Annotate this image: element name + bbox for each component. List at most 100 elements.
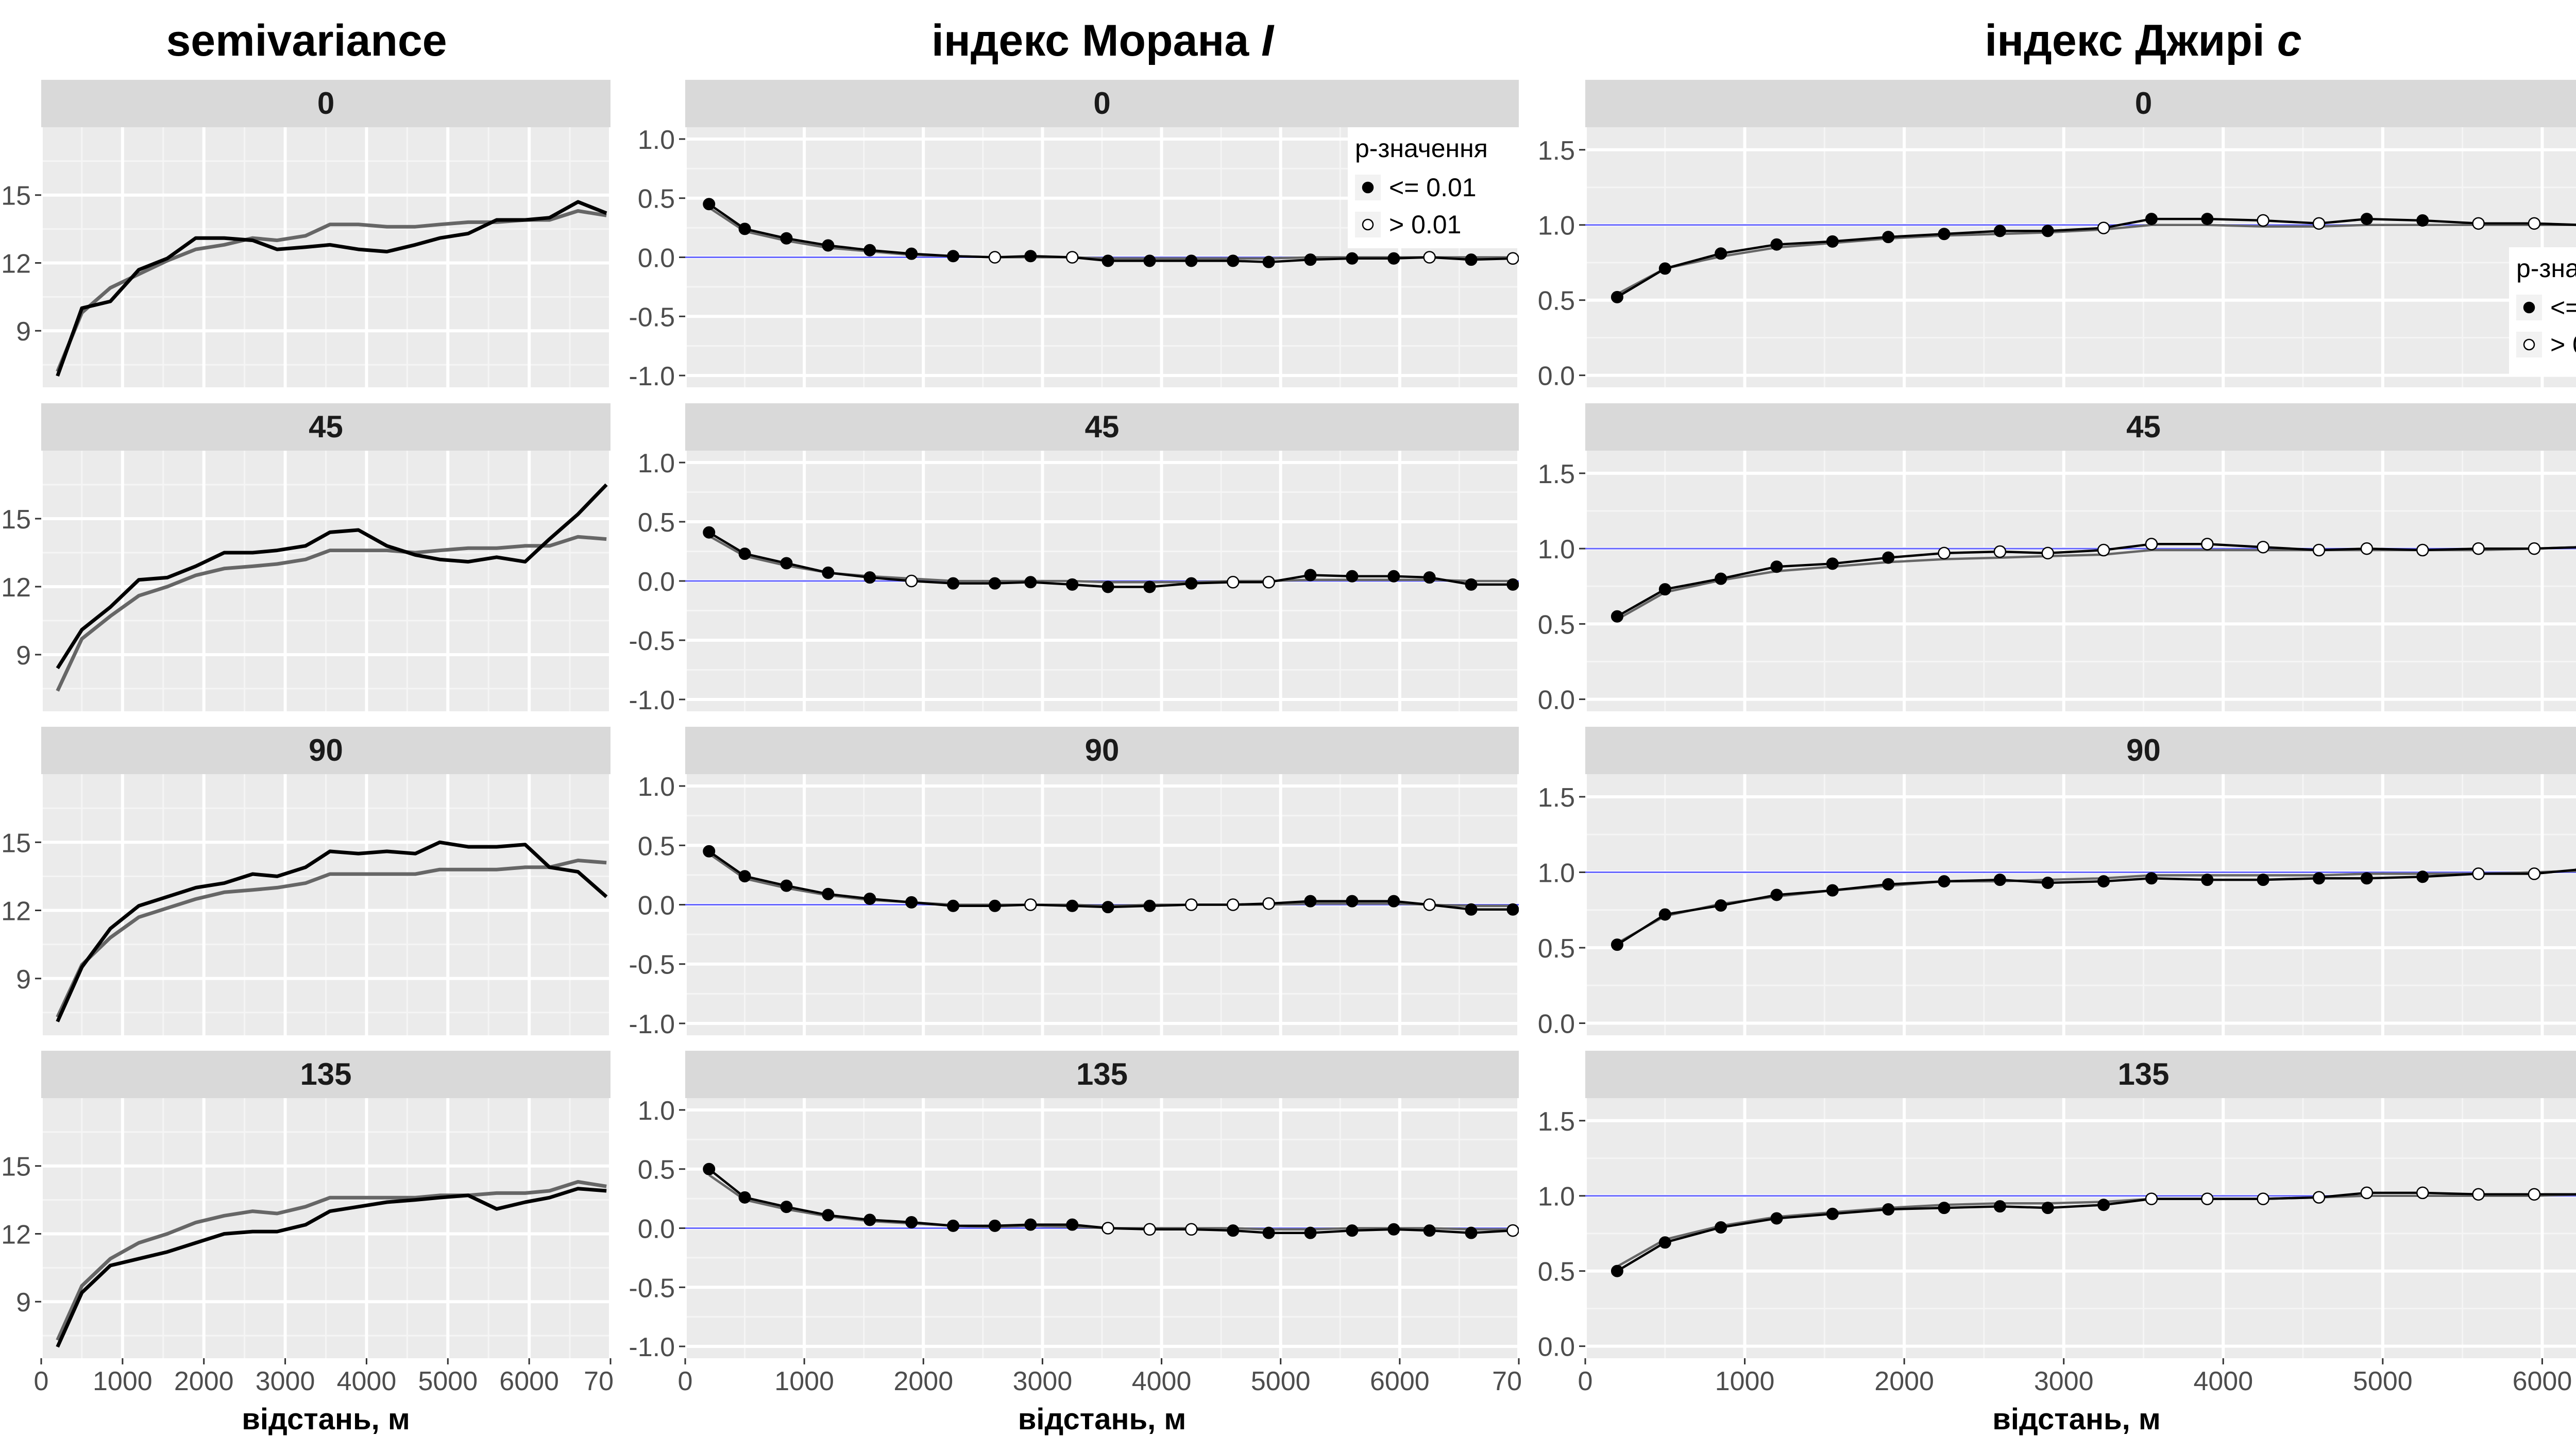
x-tick-label: 1000 (93, 1366, 152, 1396)
data-point-not-significant (2041, 546, 2055, 560)
data-point-not-significant (2472, 867, 2485, 880)
data-point-significant (2097, 1199, 2110, 1211)
facet-strip-label: 0 (2135, 86, 2152, 121)
series-line-black (56, 483, 608, 670)
y-tick-label: 15 (1, 1152, 31, 1182)
chart-title-text: semivariance (166, 16, 447, 65)
data-point-not-significant (2416, 1186, 2429, 1200)
data-point-significant (1882, 231, 1895, 244)
facet-strip-label: 45 (1085, 409, 1120, 444)
data-point-not-significant (1185, 898, 1198, 911)
data-point-significant (905, 1216, 918, 1229)
y-tick-label: 0.5 (1538, 286, 1575, 316)
data-point-significant (703, 526, 716, 539)
data-point-significant (2041, 877, 2054, 890)
facet-strip (1585, 1051, 2576, 1098)
data-point-significant (1101, 254, 1114, 267)
y-tick-label: 0.0 (1538, 362, 1575, 391)
y-tick-label: 0.5 (638, 184, 675, 214)
y-tick-label: 0.0 (638, 1215, 675, 1244)
x-tick-label: 2000 (174, 1366, 234, 1396)
x-axis-title: відстань, м (1992, 1403, 2161, 1436)
data-point-significant (2041, 225, 2054, 237)
y-tick-label: 0.0 (638, 567, 675, 597)
data-point-significant (1770, 238, 1783, 251)
data-point-significant (780, 232, 793, 245)
facet-strip (685, 1051, 1519, 1098)
facet-panel: 0 9 12 15 (1, 80, 611, 387)
facet-panel: 0 0.0 0.5 1.0 1.5 (1538, 80, 2576, 391)
data-point-significant (1938, 875, 1951, 888)
data-point-significant (1304, 253, 1317, 266)
chart-column-1: індекс Морана I0-1.0-0.50.00.51.045-1.0-… (629, 16, 1522, 1436)
data-point-significant (1304, 1226, 1317, 1239)
data-point-significant (1387, 1223, 1400, 1236)
data-point-significant (947, 1219, 960, 1232)
data-point-not-significant (1227, 898, 1240, 911)
y-tick-label: 12 (1, 573, 31, 603)
data-point-significant (863, 571, 876, 584)
data-point-significant (822, 887, 835, 900)
data-point-significant (1993, 874, 2006, 886)
data-point-significant (1262, 1226, 1275, 1239)
y-tick-label: 1.5 (1538, 136, 1575, 166)
plot-panel (1585, 1098, 2576, 1358)
data-point-not-significant (2528, 1188, 2541, 1201)
x-tick-label: 1000 (774, 1366, 834, 1396)
data-point-significant (1066, 1218, 1079, 1231)
data-point-not-significant (1185, 1223, 1198, 1236)
data-point-not-significant (2528, 217, 2541, 230)
plot-panel (1585, 127, 2576, 387)
y-tick-label: 0.0 (638, 891, 675, 921)
data-point-significant (1143, 899, 1156, 912)
data-point-significant (1465, 1226, 1478, 1239)
data-point-not-significant (2145, 538, 2158, 551)
data-point-significant (1611, 290, 1623, 303)
y-tick-label: 0.5 (638, 1155, 675, 1185)
facet-panel: 45 -1.0 -0.5 0.0 0.5 1.0 (629, 403, 1519, 715)
y-tick-label: 0.5 (638, 508, 675, 538)
data-point-significant (1611, 610, 1623, 623)
legend-title: p-значення (1355, 134, 1488, 163)
data-point-significant (1143, 580, 1156, 593)
data-point-significant (988, 1219, 1001, 1232)
data-point-not-significant (2528, 867, 2541, 880)
data-point-not-significant (1506, 1224, 1519, 1237)
data-point-not-significant (2312, 217, 2326, 230)
data-point-significant (1185, 577, 1198, 590)
facet-strip-label: 135 (2117, 1057, 2169, 1091)
data-point-significant (703, 198, 716, 211)
data-point-significant (1658, 1236, 1671, 1249)
y-tick-label: 15 (1, 828, 31, 858)
y-tick-label: 12 (1, 249, 31, 279)
data-point-not-significant (2312, 543, 2326, 557)
data-point-significant (905, 247, 918, 260)
facet-strip-label: 45 (2126, 409, 2161, 444)
y-tick-label: -0.5 (629, 1273, 675, 1303)
data-point-significant (863, 244, 876, 257)
data-point-not-significant (1262, 897, 1275, 910)
data-point-significant (1611, 1264, 1623, 1277)
x-tick-label: 3000 (256, 1366, 315, 1396)
data-point-significant (1715, 1221, 1727, 1234)
facet-strip (41, 80, 611, 127)
data-point-significant (988, 577, 1001, 590)
facet-strip (1585, 80, 2576, 127)
facet-panel: 135 -1.0 -0.5 0.0 0.5 1.0 0 1000 2000 3000 4000 500… (629, 1051, 1522, 1396)
facet-panel: 135 9 12 15 0 1000 2000 3000 4000 5000 6000 70 (1, 1051, 614, 1396)
x-tick-label: 70 (1492, 1366, 1522, 1396)
data-point-significant (988, 899, 1001, 912)
data-point-significant (1423, 571, 1436, 584)
data-point-significant (1024, 250, 1037, 263)
x-tick-label: 4000 (1132, 1366, 1192, 1396)
data-point-significant (1304, 895, 1317, 908)
chart-title: індекс Морана I (931, 16, 1275, 65)
legend-point-significant (1362, 181, 1374, 194)
data-point-significant (822, 239, 835, 252)
y-tick-label: 1.0 (1538, 535, 1575, 565)
x-tick-label: 1000 (1715, 1366, 1775, 1396)
facet-panel: 90 -1.0 -0.5 0.0 0.5 1.0 (629, 727, 1519, 1039)
facet-strip-label: 90 (2126, 733, 2161, 767)
data-point-significant (1227, 1224, 1240, 1237)
chart-column-2: індекс Джирі c00.00.51.01.5450.00.51.01.… (1538, 16, 2576, 1436)
